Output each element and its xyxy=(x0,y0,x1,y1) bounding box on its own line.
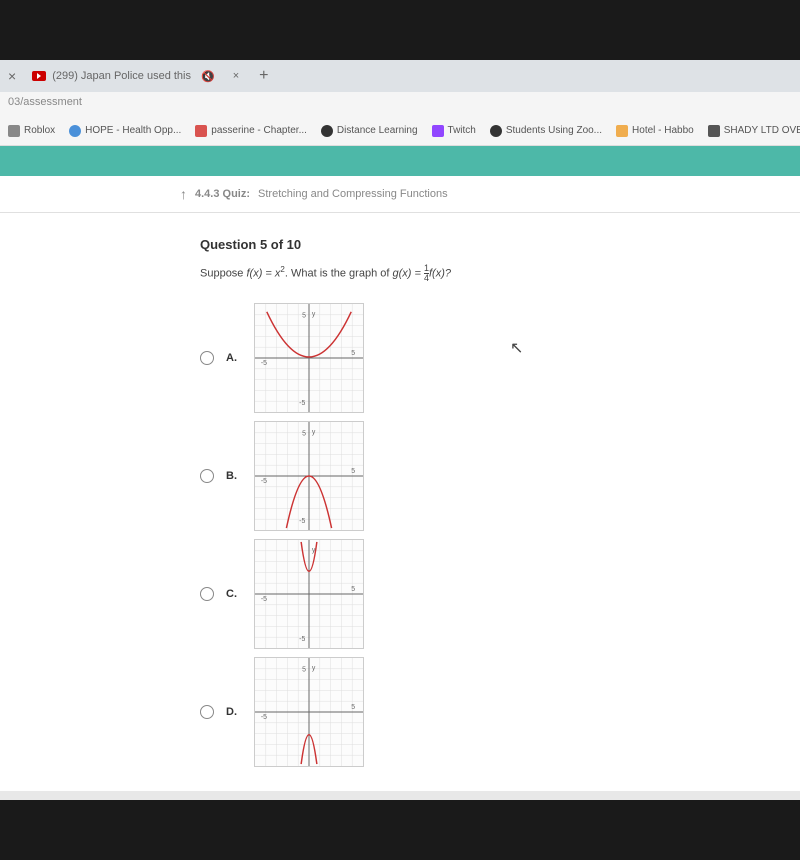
url-bar[interactable]: 03/assessment xyxy=(0,92,800,116)
svg-text:5: 5 xyxy=(351,468,355,475)
bookmark-roblox[interactable]: Roblox xyxy=(8,125,55,137)
svg-text:-5: -5 xyxy=(261,596,267,603)
graph-c: y 5 -5 -5 xyxy=(254,539,364,649)
graph-d: y 5 5 -5 xyxy=(254,657,364,767)
option-label-b: B. xyxy=(226,470,242,482)
svg-text:y: y xyxy=(312,547,316,554)
option-d[interactable]: D. y 5 5 -5 xyxy=(200,657,600,767)
browser-tab[interactable]: (299) Japan Police used this 🔇 × xyxy=(24,66,247,87)
tab-close-left[interactable]: × xyxy=(8,68,16,84)
option-label-a: A. xyxy=(226,352,242,364)
question-number: Question 5 of 10 xyxy=(200,237,600,252)
bookmark-hotel[interactable]: Hotel - Habbo xyxy=(616,125,694,137)
svg-text:5: 5 xyxy=(302,313,306,320)
browser-tab-bar: × (299) Japan Police used this 🔇 × + xyxy=(0,60,800,92)
radio-b[interactable] xyxy=(200,469,214,483)
bookmark-distance[interactable]: Distance Learning xyxy=(321,125,418,137)
option-label-d: D. xyxy=(226,706,242,718)
tab-title: (299) Japan Police used this xyxy=(52,70,191,82)
option-label-c: C. xyxy=(226,588,242,600)
bookmark-students[interactable]: Students Using Zoo... xyxy=(490,125,602,137)
svg-text:5: 5 xyxy=(351,704,355,711)
svg-text:-5: -5 xyxy=(261,360,267,367)
svg-text:-5: -5 xyxy=(261,478,267,485)
svg-text:5: 5 xyxy=(351,586,355,593)
bookmark-twitch[interactable]: Twitch xyxy=(432,125,476,137)
option-a[interactable]: A. y 5 5 -5 xyxy=(200,303,600,413)
bookmark-shady[interactable]: SHADY LTD OVERL... xyxy=(708,125,800,137)
svg-text:5: 5 xyxy=(302,431,306,438)
app-header-bar xyxy=(0,146,800,176)
bookmarks-bar: Roblox HOPE - Health Opp... passerine - … xyxy=(0,116,800,146)
quiz-number: 4.4.3 Quiz: xyxy=(195,188,250,200)
option-b[interactable]: B. y 5 5 -5 xyxy=(200,421,600,531)
tab-close-icon[interactable]: × xyxy=(233,70,239,82)
bookmark-passerine[interactable]: passerine - Chapter... xyxy=(195,125,307,137)
svg-text:-5: -5 xyxy=(299,400,305,407)
svg-text:-5: -5 xyxy=(261,714,267,721)
svg-text:y: y xyxy=(312,429,316,436)
youtube-icon xyxy=(32,71,46,81)
quiz-title: Stretching and Compressing Functions xyxy=(258,188,448,200)
radio-d[interactable] xyxy=(200,705,214,719)
quiz-breadcrumb: ↑ 4.4.3 Quiz: Stretching and Compressing… xyxy=(0,176,800,213)
svg-text:5: 5 xyxy=(302,667,306,674)
audio-muted-icon[interactable]: 🔇 xyxy=(201,70,215,83)
radio-c[interactable] xyxy=(200,587,214,601)
option-c[interactable]: C. y 5 -5 - xyxy=(200,539,600,649)
question-area: Question 5 of 10 Suppose f(x) = x2. What… xyxy=(0,213,800,791)
back-arrow-icon[interactable]: ↑ xyxy=(180,186,187,202)
svg-text:5: 5 xyxy=(351,350,355,357)
question-text: Suppose f(x) = x2. What is the graph of … xyxy=(200,264,600,283)
svg-text:y: y xyxy=(312,665,316,672)
svg-text:-5: -5 xyxy=(299,518,305,525)
bookmark-hope[interactable]: HOPE - Health Opp... xyxy=(69,125,181,137)
svg-text:y: y xyxy=(312,311,316,318)
graph-b: y 5 5 -5 -5 xyxy=(254,421,364,531)
graph-a: y 5 5 -5 -5 xyxy=(254,303,364,413)
new-tab-button[interactable]: + xyxy=(259,67,268,85)
cursor-icon: ↖ xyxy=(510,338,523,358)
options-list: A. y 5 5 -5 xyxy=(200,303,600,767)
svg-text:-5: -5 xyxy=(299,636,305,643)
radio-a[interactable] xyxy=(200,351,214,365)
